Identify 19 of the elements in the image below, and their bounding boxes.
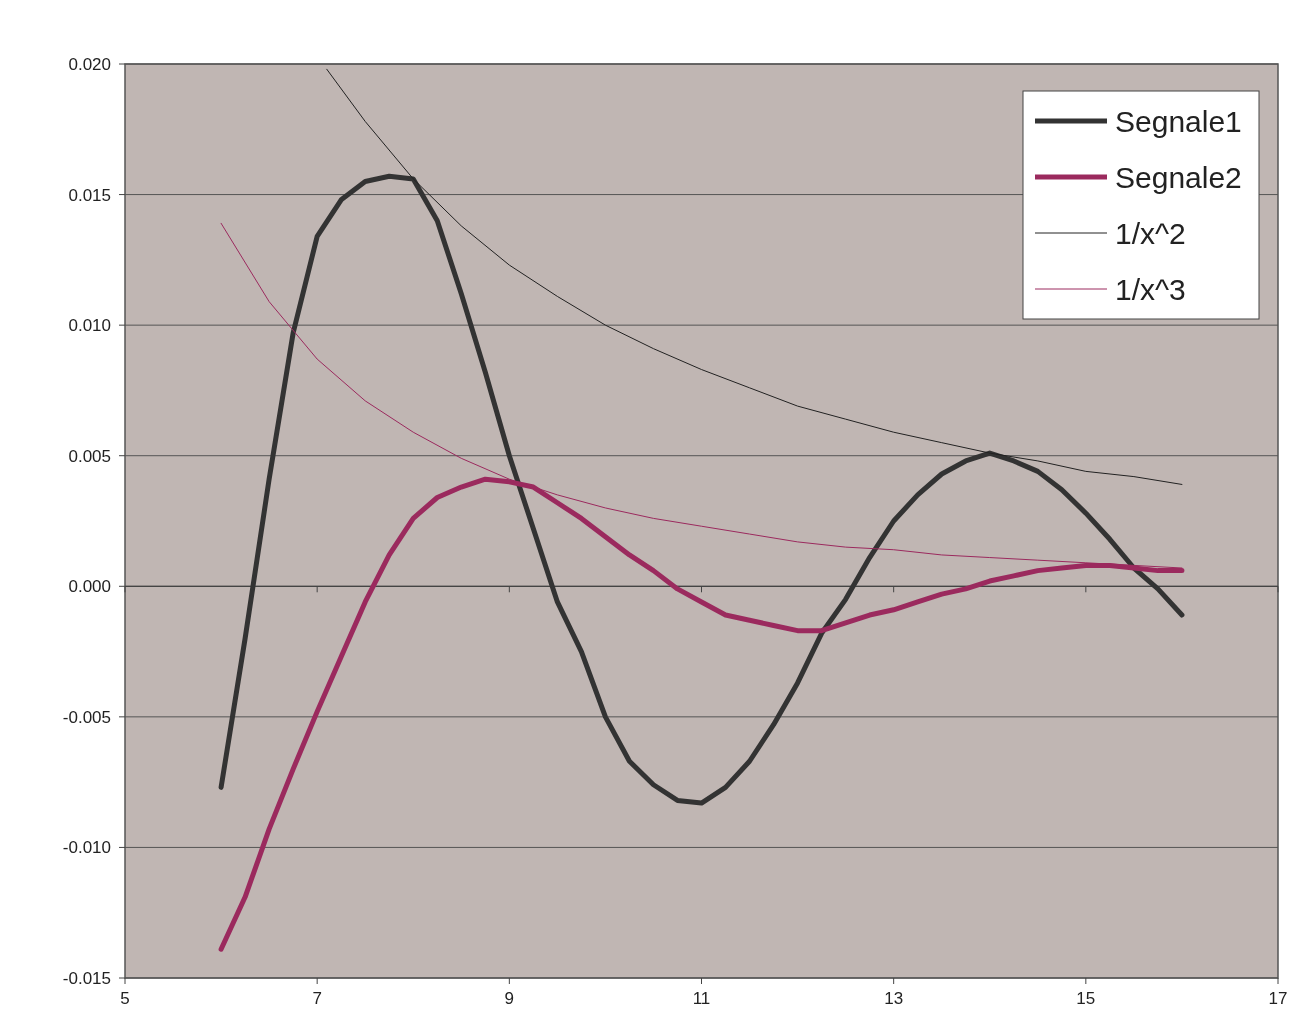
- y-tick-label: 0.005: [68, 446, 111, 466]
- x-tick-label: 7: [312, 989, 322, 1008]
- x-tick-label: 5: [120, 989, 130, 1008]
- y-tick-label: -0.005: [62, 707, 111, 727]
- legend-label: Segnale1: [1115, 104, 1242, 138]
- y-tick-label: 0.020: [68, 54, 111, 74]
- legend-label: Segnale2: [1115, 160, 1242, 194]
- x-tick-label: 9: [504, 989, 515, 1008]
- y-tick-label: 0.015: [68, 185, 111, 205]
- y-tick-label: 0.010: [68, 316, 111, 336]
- x-tick-label: 11: [692, 989, 711, 1008]
- x-tick-label: 15: [1076, 989, 1096, 1008]
- y-tick-label: -0.010: [62, 838, 111, 858]
- y-tick-label: 0.000: [68, 577, 111, 597]
- x-tick-label: 13: [884, 989, 904, 1008]
- legend-label: 1/x^3: [1115, 272, 1186, 306]
- y-tick-label: -0.015: [62, 968, 111, 988]
- legend-label: 1/x^2: [1115, 216, 1186, 250]
- x-tick-label: 17: [1268, 989, 1288, 1008]
